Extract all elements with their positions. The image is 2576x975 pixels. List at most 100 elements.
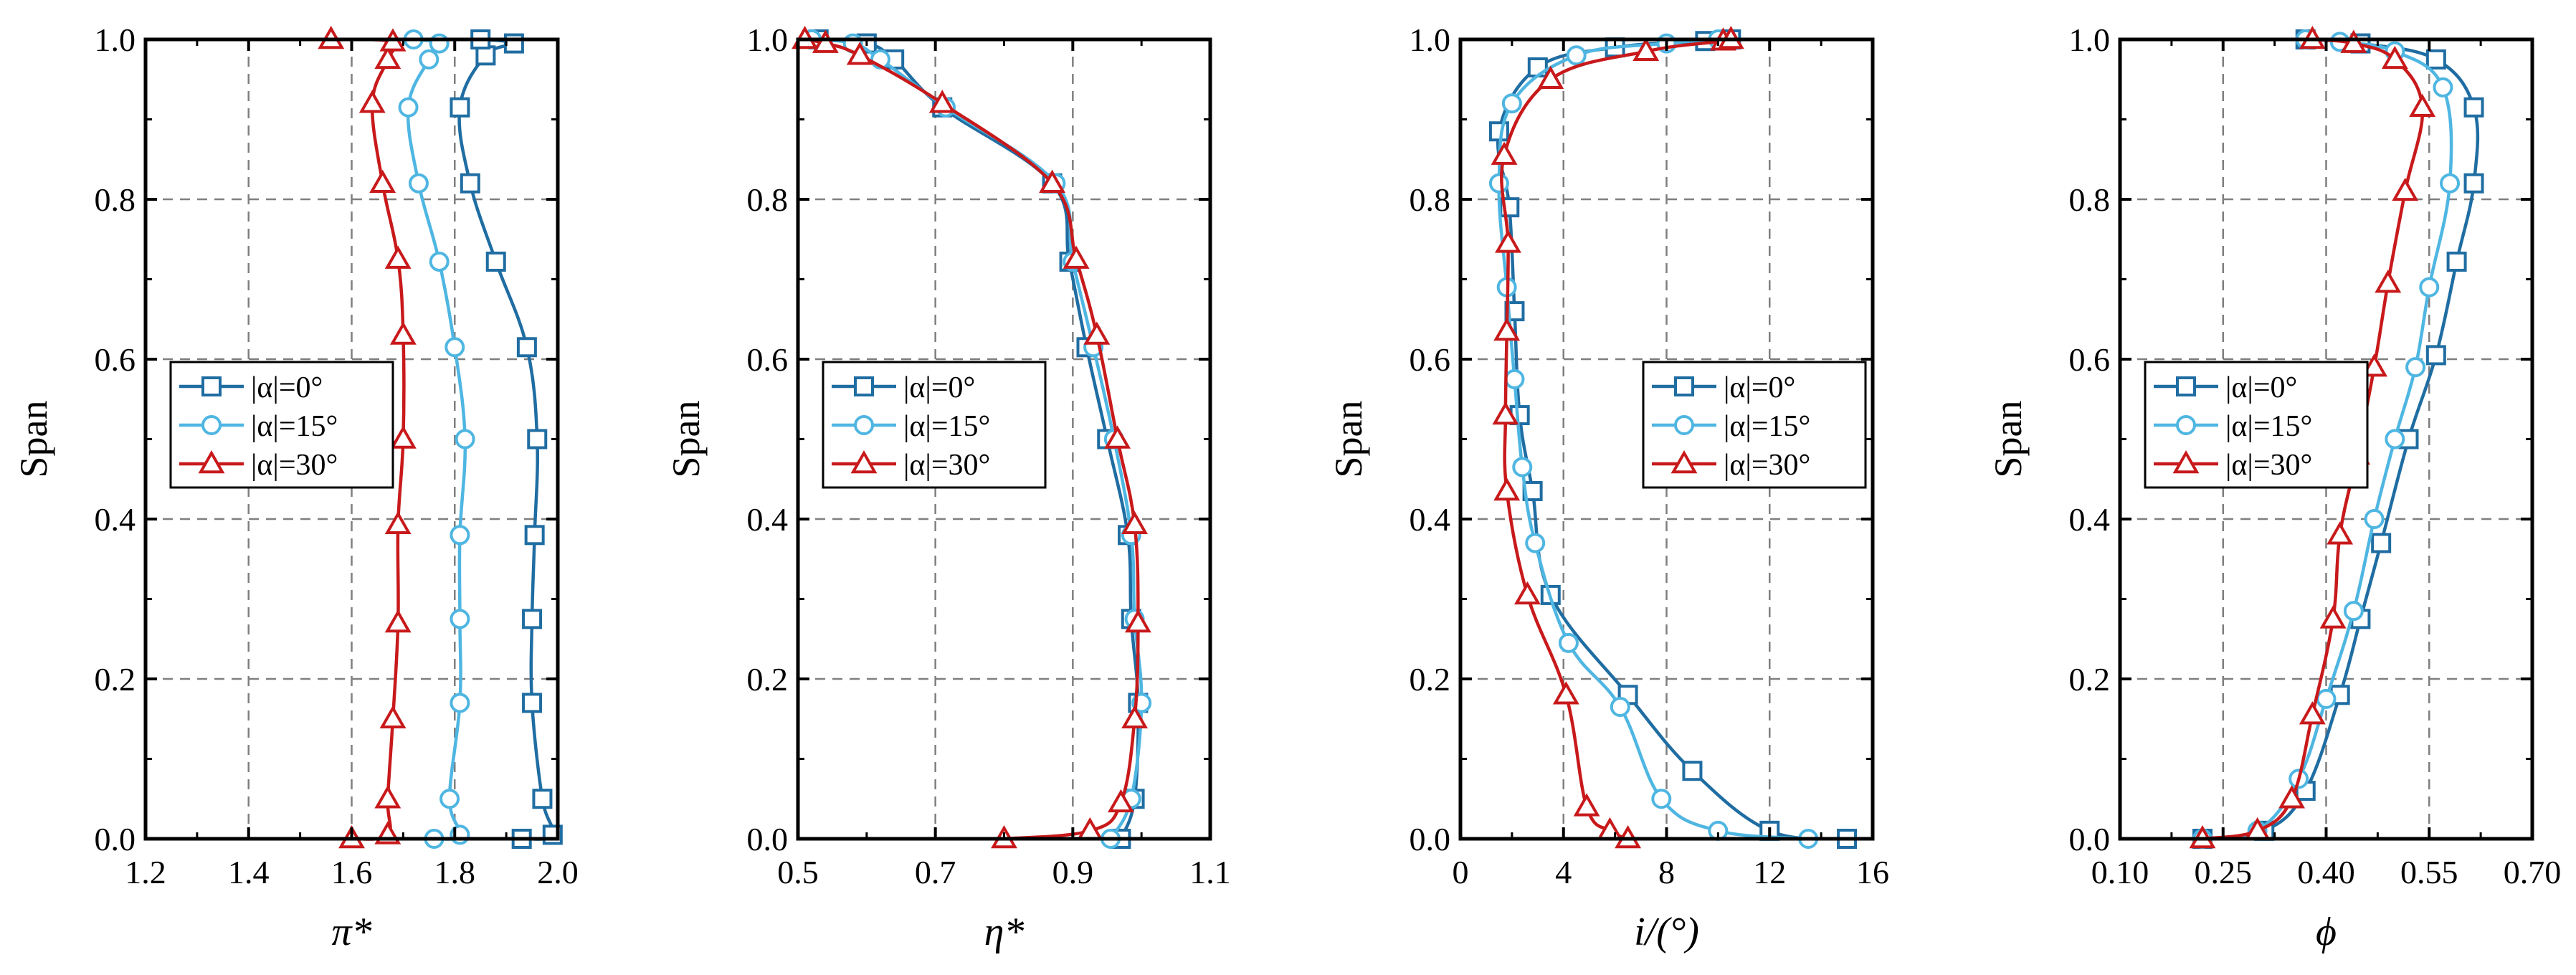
data-point-series-3	[358, 90, 386, 113]
legend-label: |α|=15°	[2225, 410, 2312, 443]
x-tick-label: 0.25	[2195, 854, 2253, 890]
x-tick-label: 1.1	[1189, 854, 1231, 890]
y-tick-label: 0.6	[95, 341, 136, 378]
data-point-series-3	[2409, 93, 2436, 118]
data-point-series-2	[1488, 173, 1509, 194]
x-tick-label: 0.5	[777, 854, 819, 890]
legend-label: |α|=30°	[2225, 449, 2312, 482]
x-tick-label: 0.55	[2400, 854, 2458, 890]
data-point-series-3	[1121, 510, 1149, 535]
series-line-2	[2202, 37, 2453, 841]
data-point-series-3	[846, 42, 873, 65]
panel-1: 1.2 1.4 1.6 1.8 2.0 0.0 0.2 0.4 0.6 0.8 1.0 π* Span |…	[12, 22, 579, 954]
data-point-series-1	[2446, 251, 2467, 272]
data-point-series-2	[2385, 429, 2405, 450]
y-tick-label: 0.0	[95, 821, 136, 857]
x-tick-label: 1.8	[434, 854, 476, 890]
data-point-series-2	[1512, 457, 1533, 477]
data-point-series-2	[2440, 173, 2460, 194]
data-point-series-2	[445, 337, 465, 358]
legend-marker-1	[1674, 376, 1694, 396]
x-tick-label: 1.4	[228, 854, 270, 890]
y-tick-label: 0.8	[1410, 181, 1451, 218]
data-point-series-2	[450, 525, 470, 546]
data-point-series-3	[2319, 605, 2347, 629]
x-tick-label: 2.0	[537, 854, 579, 890]
data-point-series-3	[1495, 229, 1521, 253]
y-tick-label: 0.2	[747, 661, 789, 698]
data-point-series-1	[532, 789, 553, 809]
y-tick-label: 0.4	[95, 501, 136, 538]
y-tick-label: 0.6	[747, 341, 789, 378]
x-tick-label: 4	[1555, 854, 1572, 890]
data-point-series-2	[439, 789, 460, 809]
data-point-series-3	[2327, 521, 2354, 545]
data-point-series-3	[1513, 581, 1541, 605]
data-point-series-3	[928, 90, 956, 113]
legend: |α|=0° |α|=15° |α|=30°	[822, 361, 1047, 489]
legend-label: |α|=0°	[251, 371, 323, 404]
series-line-1	[457, 37, 556, 841]
x-tick-label: 1.6	[331, 854, 373, 890]
data-point-series-3	[1492, 401, 1519, 425]
legend-marker-1	[854, 376, 874, 396]
data-point-series-1	[475, 45, 496, 66]
data-point-series-3	[1632, 37, 1660, 61]
x-axis-title: i/(°)	[1634, 910, 1699, 954]
data-point-series-1	[522, 609, 543, 629]
x-tick-label: 16	[1856, 854, 1889, 890]
legend-marker-3	[198, 450, 225, 474]
legend-label: |α|=0°	[1724, 371, 1795, 404]
y-tick-label: 0.0	[747, 821, 789, 857]
data-point-series-2	[429, 33, 450, 54]
data-point-series-1	[524, 525, 545, 546]
series-line-2	[406, 37, 467, 841]
data-point-series-2	[1558, 632, 1579, 653]
data-point-series-3	[2340, 29, 2367, 53]
data-point-series-3	[2381, 45, 2408, 70]
data-point-series-2	[1525, 533, 1546, 553]
x-tick-label: 0	[1453, 854, 1469, 890]
data-point-series-1	[460, 173, 480, 194]
data-point-series-3	[384, 245, 412, 269]
data-point-series-2	[455, 429, 475, 450]
legend: |α|=0° |α|=15° |α|=30°	[169, 361, 394, 489]
data-point-series-3	[374, 785, 401, 809]
y-axis-title: Span	[665, 401, 708, 478]
data-point-series-2	[408, 173, 429, 194]
legend-marker-1	[201, 376, 222, 396]
data-point-series-3	[1537, 65, 1564, 89]
series-line-1	[2202, 37, 2480, 841]
data-point-series-1	[522, 693, 543, 713]
y-tick-label: 0.4	[1410, 501, 1451, 538]
data-point-series-3	[384, 609, 412, 633]
x-axis-title: η*	[984, 910, 1025, 954]
data-point-series-2	[1651, 789, 1672, 809]
legend-label: |α|=0°	[903, 371, 975, 404]
data-point-series-3	[389, 425, 417, 449]
data-point-series-3	[1121, 705, 1149, 728]
data-point-series-3	[812, 29, 839, 53]
y-tick-label: 0.4	[747, 501, 789, 538]
x-axis-title: ϕ	[2316, 910, 2337, 954]
y-tick-label: 0.6	[1410, 341, 1451, 378]
data-point-series-3	[1552, 681, 1579, 705]
data-point-series-3	[1039, 169, 1066, 193]
y-tick-label: 0.8	[2069, 181, 2111, 218]
data-point-series-3	[2375, 270, 2402, 293]
legend-marker-3	[1670, 450, 1698, 474]
data-point-series-3	[1493, 477, 1521, 501]
legend-label: |α|=15°	[903, 410, 990, 443]
data-point-series-1	[527, 429, 548, 450]
x-tick-label: 0.7	[915, 854, 956, 890]
data-point-series-1	[485, 251, 506, 272]
data-point-series-3	[1124, 609, 1151, 633]
data-point-series-3	[1573, 793, 1600, 817]
data-point-series-2	[398, 97, 419, 118]
data-point-series-1	[2463, 97, 2484, 118]
y-tick-label: 0.0	[2069, 821, 2111, 857]
data-point-series-2	[1504, 368, 1525, 389]
legend-marker-3	[850, 450, 878, 474]
data-point-series-2	[419, 49, 439, 70]
